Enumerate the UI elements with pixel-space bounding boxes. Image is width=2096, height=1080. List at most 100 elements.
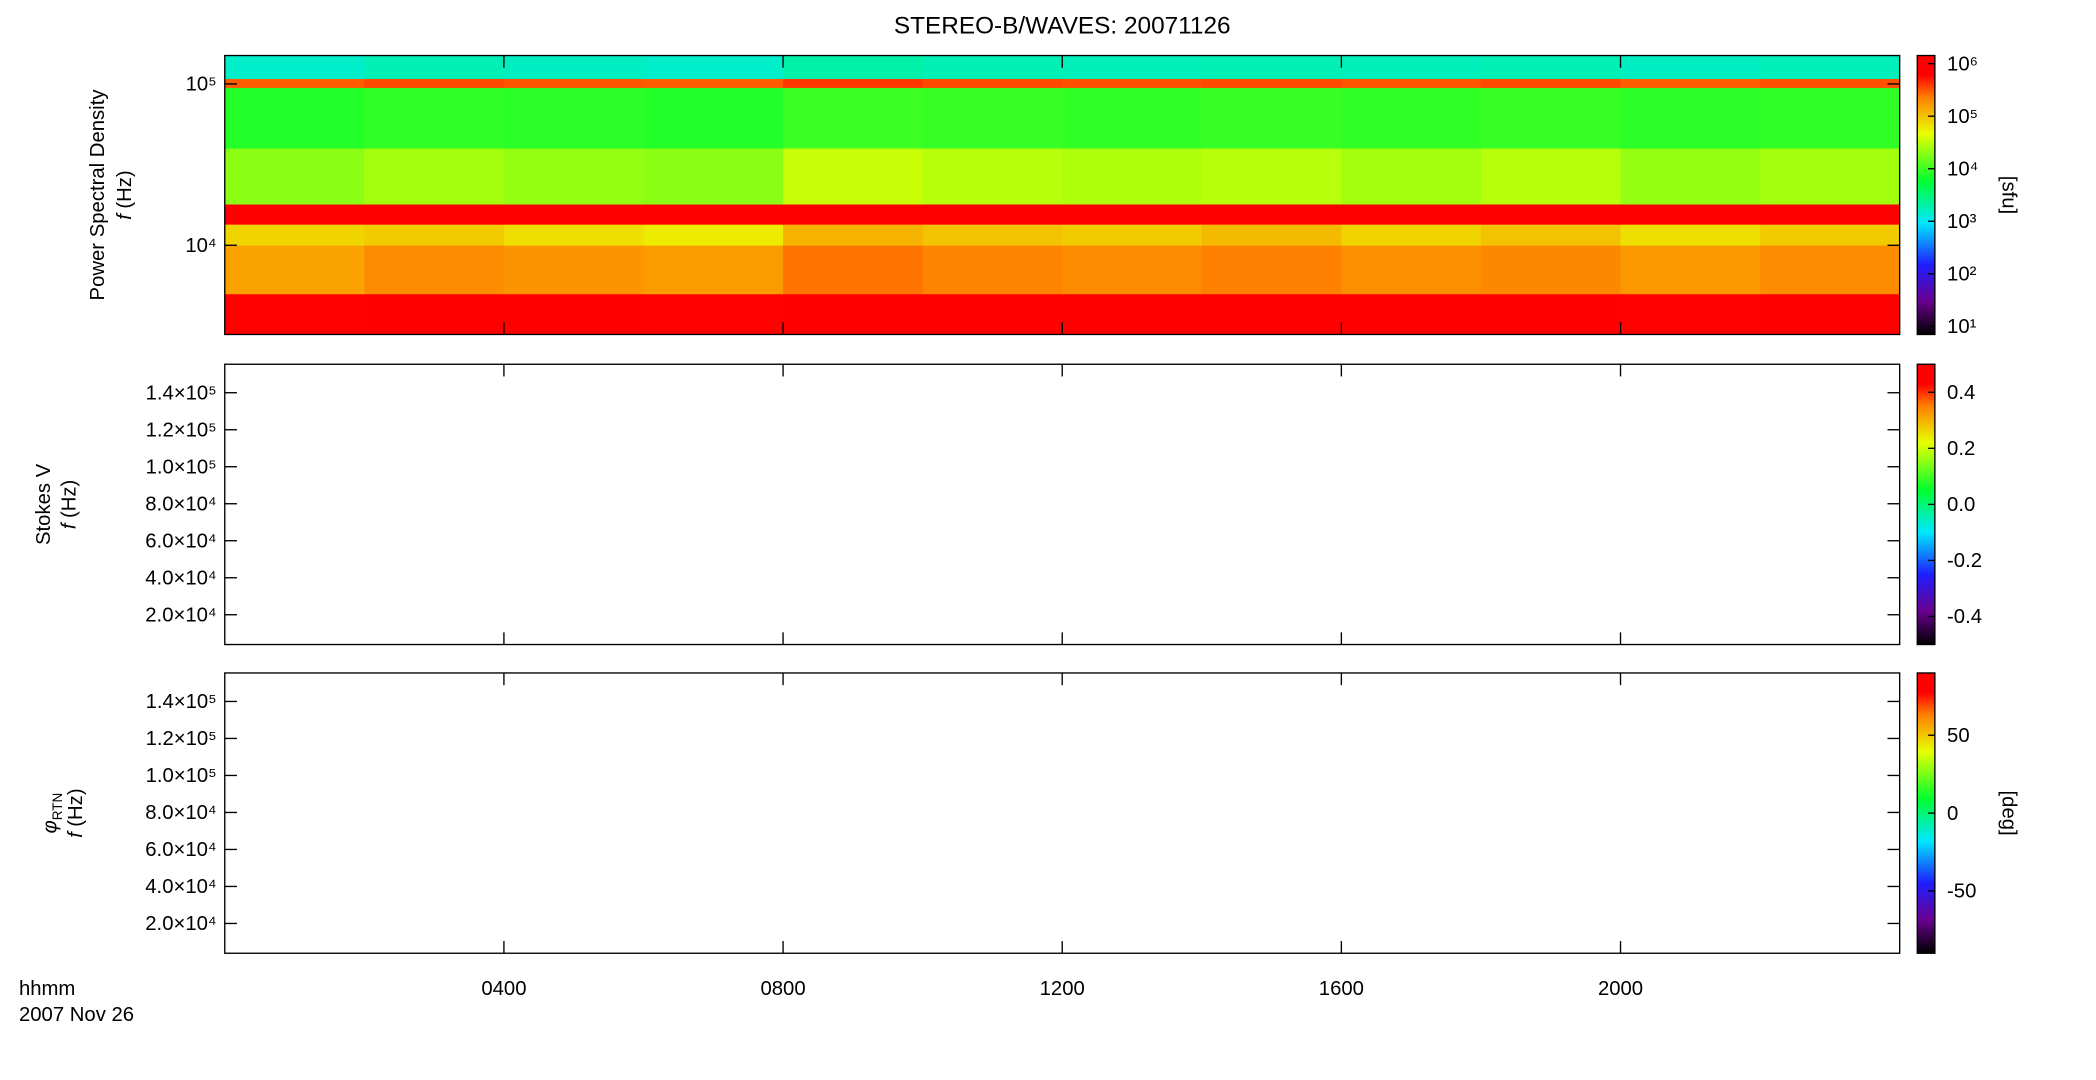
heatmap-cell	[503, 293, 644, 335]
colorbar-tick-label: -0.4	[1947, 606, 1982, 628]
heatmap-cell	[922, 204, 1063, 225]
y-tick-label: 4.0×10⁴	[145, 876, 216, 898]
colorbar-tick-label: 10⁵	[1947, 106, 1978, 128]
y-tick-label: 2.0×10⁴	[145, 913, 216, 935]
y-tick-label: 10⁴	[185, 235, 216, 257]
y-tick-label: 1.0×10⁵	[146, 456, 217, 478]
heatmap-cell	[922, 148, 1063, 205]
heatmap-cell	[643, 293, 784, 335]
unit: (Hz)	[66, 788, 88, 826]
heatmap-cell	[364, 204, 505, 225]
heatmap-cell	[643, 55, 784, 79]
subscript: RTN	[50, 793, 65, 821]
heatmap-cell	[364, 87, 505, 149]
heatmap-cell	[224, 55, 365, 79]
heatmap-cell	[1201, 55, 1342, 79]
heatmap-cell	[783, 224, 924, 246]
heatmap-cell	[224, 245, 365, 295]
x-axis-label: hhmm	[19, 978, 75, 1000]
x-axis-label: 2007 Nov 26	[19, 1004, 134, 1026]
heatmap-cell	[1201, 87, 1342, 149]
x-tick-label: 1600	[1319, 978, 1364, 1000]
heatmap-cell	[1201, 224, 1342, 246]
symbol: φ	[40, 820, 62, 833]
heatmap-cell	[1341, 245, 1482, 295]
heatmap-cell	[503, 148, 644, 205]
heatmap-cell	[1341, 204, 1482, 225]
heatmap-cell	[503, 224, 644, 246]
heatmap-cell	[364, 293, 505, 335]
heatmap-cell	[1201, 148, 1342, 205]
heatmap-cell	[1480, 224, 1621, 246]
colorbar-label: [deg]	[1998, 791, 2020, 836]
heatmap-cell	[1062, 55, 1203, 79]
colorbar-tick-label: -0.2	[1947, 550, 1982, 572]
heatmap-cell	[1480, 148, 1621, 205]
heatmap-cell	[783, 55, 924, 79]
y-tick-label: 6.0×10⁴	[145, 530, 216, 552]
colorbar-tick-label: 10⁶	[1947, 53, 1978, 75]
heatmap-cell	[643, 148, 784, 205]
x-tick-label: 2000	[1598, 978, 1643, 1000]
heatmap-cell	[364, 224, 505, 246]
heatmap-cell	[643, 245, 784, 295]
heatmap-cell	[1620, 87, 1761, 149]
heatmap-cell	[1760, 55, 1901, 79]
chart-title: STEREO-B/WAVES: 20071126	[894, 13, 1231, 40]
colorbar-tick-label: 50	[1947, 725, 1970, 747]
heatmap-cell	[1620, 78, 1761, 88]
heatmap-cell	[922, 293, 1063, 335]
y-tick-label: 1.4×10⁵	[146, 691, 217, 713]
y-tick-label: 6.0×10⁴	[145, 839, 216, 861]
x-tick-label: 0800	[760, 978, 805, 1000]
heatmap-cell	[922, 78, 1063, 88]
heatmap-cell	[922, 224, 1063, 246]
variable: f	[59, 521, 81, 529]
y-tick-label: 10⁵	[186, 74, 217, 96]
colorbar-tick-label: 0.2	[1947, 438, 1975, 460]
colorbar-tick-label: -50	[1947, 881, 1976, 903]
heatmap-cell	[224, 78, 365, 88]
heatmap-cell	[364, 245, 505, 295]
heatmap-cell	[364, 148, 505, 205]
heatmap-cell	[643, 224, 784, 246]
y-tick-label: 4.0×10⁴	[145, 567, 216, 589]
y-tick-label: 1.2×10⁵	[146, 728, 217, 750]
heatmap-cell	[1480, 293, 1621, 335]
unit: (Hz)	[114, 170, 136, 208]
heatmap-cell	[922, 245, 1063, 295]
colorbar-tick-label: 10³	[1947, 211, 1977, 233]
heatmap-cell	[1201, 78, 1342, 88]
heatmap-cell	[1760, 148, 1901, 205]
y-axis-unit: f (Hz)	[66, 788, 88, 837]
heatmap-cell	[1480, 245, 1621, 295]
heatmap-cell	[783, 204, 924, 225]
colorbar	[1916, 54, 1936, 336]
heatmap-cell	[783, 245, 924, 295]
heatmap-cell	[1062, 293, 1203, 335]
heatmap-cell	[1341, 224, 1482, 246]
colorbar-tick-label: 10⁴	[1947, 158, 1978, 180]
heatmap-cell	[1480, 87, 1621, 149]
heatmap-cell	[1760, 87, 1901, 149]
heatmap-cell	[224, 224, 365, 246]
heatmap-cell	[503, 245, 644, 295]
heatmap-cell	[503, 55, 644, 79]
heatmap-cell	[783, 293, 924, 335]
y-tick-label: 8.0×10⁴	[145, 802, 216, 824]
y-axis-unit: f (Hz)	[114, 170, 136, 219]
heatmap-cell	[1062, 245, 1203, 295]
heatmap-cell	[364, 55, 505, 79]
variable: f	[114, 212, 136, 220]
heatmap-cell	[224, 293, 365, 335]
x-tick-label: 0400	[481, 978, 526, 1000]
heatmap-cell	[1341, 293, 1482, 335]
heatmap-cell	[503, 204, 644, 225]
colorbar-tick-label: 0	[1947, 803, 1958, 825]
heatmap-cell	[922, 87, 1063, 149]
heatmap-cell	[1620, 245, 1761, 295]
heatmap-cell	[1201, 245, 1342, 295]
y-axis-label: Stokes V	[33, 463, 55, 545]
heatmap-cell	[1620, 293, 1761, 335]
